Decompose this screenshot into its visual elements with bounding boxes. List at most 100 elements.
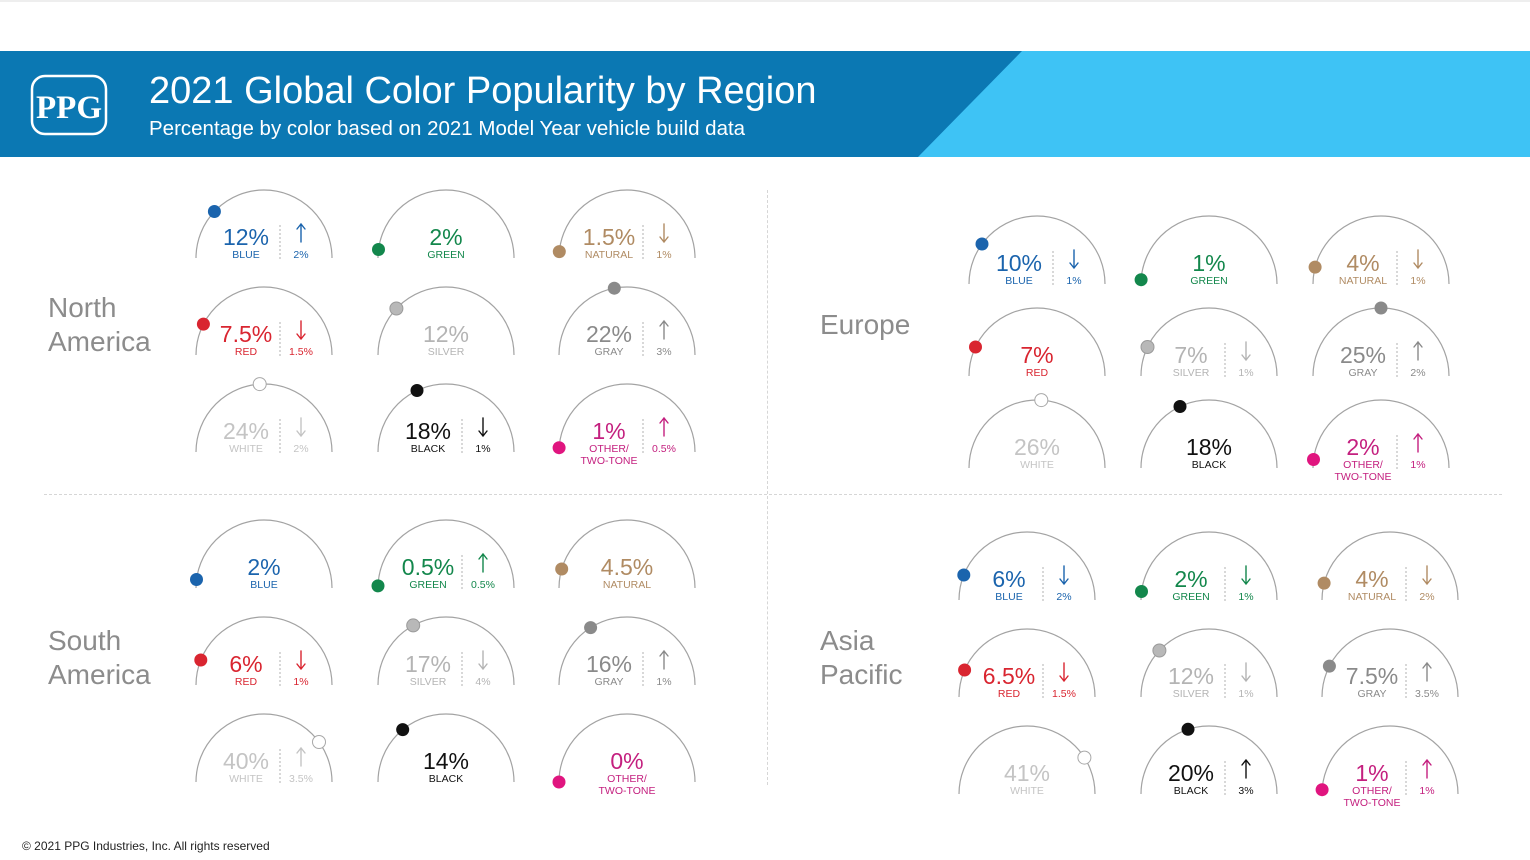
gauge-marker xyxy=(584,621,598,635)
ppg-logo: PPG xyxy=(30,74,108,136)
gauge-label: GREEN xyxy=(1172,591,1209,603)
gauge-label: TWO-TONE xyxy=(1335,471,1392,483)
gauge-marker xyxy=(371,579,385,593)
gauge-marker xyxy=(1315,783,1329,797)
svg-text:PPG: PPG xyxy=(36,90,102,126)
gauge-label: NATURAL xyxy=(603,579,651,591)
gauge-value: 26% xyxy=(1014,434,1060,460)
gauge-label: TWO-TONE xyxy=(599,785,656,797)
vertical-divider xyxy=(767,190,768,785)
gauge-value: 2% xyxy=(1174,566,1207,592)
gauge-marker xyxy=(555,562,569,576)
arrow-down-icon xyxy=(659,223,669,244)
horizontal-divider xyxy=(44,494,1502,495)
region-name-south-america: South America xyxy=(48,625,151,690)
gauge-value: 40% xyxy=(223,748,269,774)
gauge-north-america-black: 18%BLACK 1% xyxy=(377,383,515,455)
gauge-north-america-blue: 12%BLUE 2% xyxy=(195,189,333,261)
gauge-label: SILVER xyxy=(428,346,465,358)
gauge-marker xyxy=(552,245,566,259)
gauge-label: BLUE xyxy=(250,579,277,591)
gauge-label: OTHER/ xyxy=(589,443,629,455)
gauge-label: SILVER xyxy=(410,676,447,688)
gauge-asia-pacific-silver: 12%SILVER 1% xyxy=(1140,628,1278,700)
gauge-europe-gray: 25%GRAY 2% xyxy=(1312,301,1450,379)
region-name-europe: Europe xyxy=(820,309,911,340)
change-value: 2% xyxy=(1419,591,1434,603)
gauge-label: RED xyxy=(1026,367,1049,379)
gauge-label: GREEN xyxy=(1190,275,1227,287)
gauge-arc xyxy=(195,713,333,783)
gauge-marker xyxy=(975,237,989,251)
change-value: 3.5% xyxy=(289,773,313,785)
gauge-arc xyxy=(1140,725,1278,795)
gauge-south-america-green: 0.5%GREEN 0.5% xyxy=(371,519,515,593)
gauge-south-america-silver: 17%SILVER 4% xyxy=(377,616,515,688)
gauge-arc xyxy=(558,383,696,453)
gauge-marker xyxy=(406,618,421,633)
gauge-marker xyxy=(207,205,221,218)
gauge-value: 20% xyxy=(1168,760,1214,786)
arrow-up-icon xyxy=(296,746,306,767)
gauge-value: 4% xyxy=(1355,566,1388,592)
change-value: 1% xyxy=(1410,459,1425,471)
gauge-arc xyxy=(1312,215,1450,285)
arrow-up-icon xyxy=(659,416,669,437)
gauge-asia-pacific-natural: 4%NATURAL 2% xyxy=(1317,531,1459,603)
gauge-value: 2% xyxy=(1346,434,1379,460)
gauge-value: 7% xyxy=(1174,342,1207,368)
gauge-value: 12% xyxy=(423,321,469,347)
copyright-footer: © 2021 PPG Industries, Inc. All rights r… xyxy=(22,839,270,853)
gauge-marker xyxy=(969,340,982,354)
gauge-arc xyxy=(1140,307,1278,377)
gauge-europe-red: 7%RED xyxy=(968,307,1106,379)
gauge-marker xyxy=(1181,722,1195,736)
gauge-marker xyxy=(1317,576,1331,590)
gauge-arc xyxy=(377,189,515,259)
gauge-marker xyxy=(552,775,566,789)
gauge-arc xyxy=(558,519,696,589)
change-value: 0.5% xyxy=(471,579,495,591)
gauge-arc xyxy=(558,713,696,783)
arrow-up-icon xyxy=(1422,661,1432,682)
top-border-line xyxy=(0,0,1530,2)
arrow-up-icon xyxy=(1413,432,1423,453)
gauge-marker xyxy=(1374,301,1388,315)
change-value: 1% xyxy=(656,676,671,688)
gauge-marker xyxy=(1322,659,1336,673)
gauge-value: 12% xyxy=(1168,663,1214,689)
gauge-label: GREEN xyxy=(427,249,464,261)
region-asia-pacific: 6%BLUE 2%2%GREEN 1%4%NATURAL 2%6.5%RED 1.5%1… xyxy=(957,531,1459,809)
gauge-label: WHITE xyxy=(1010,785,1044,797)
gauge-asia-pacific-black: 20%BLACK 3% xyxy=(1140,722,1278,797)
gauge-marker xyxy=(1308,260,1322,274)
gauge-label: SILVER xyxy=(1173,367,1210,379)
gauge-marker xyxy=(389,301,404,316)
gauge-asia-pacific-green: 2%GREEN 1% xyxy=(1135,531,1278,603)
gauge-arc xyxy=(1321,531,1459,601)
gauge-value: 22% xyxy=(586,321,632,347)
gauge-arc xyxy=(958,725,1096,795)
gauge-label: BLACK xyxy=(1174,785,1208,797)
gauge-marker xyxy=(410,384,424,397)
change-value: 2% xyxy=(293,249,308,261)
gauge-arc xyxy=(558,189,696,259)
gauge-arc xyxy=(958,531,1096,601)
gauge-label: WHITE xyxy=(229,773,263,785)
gauge-value: 24% xyxy=(223,418,269,444)
arrow-down-icon xyxy=(296,650,306,671)
gauge-arc xyxy=(558,616,696,686)
change-value: 2% xyxy=(1056,591,1071,603)
gauge-europe-natural: 4%NATURAL 1% xyxy=(1308,215,1450,287)
arrow-down-icon xyxy=(1422,565,1432,586)
gauge-europe-black: 18%BLACK xyxy=(1140,399,1278,471)
gauge-marker xyxy=(1173,400,1187,413)
gauge-label: BLACK xyxy=(1192,459,1226,471)
gauge-asia-pacific-red: 6.5%RED 1.5% xyxy=(958,628,1096,700)
gauge-value: 4.5% xyxy=(601,554,653,580)
gauge-label: BLUE xyxy=(995,591,1022,603)
gauge-south-america-natural: 4.5%NATURAL xyxy=(555,519,696,591)
